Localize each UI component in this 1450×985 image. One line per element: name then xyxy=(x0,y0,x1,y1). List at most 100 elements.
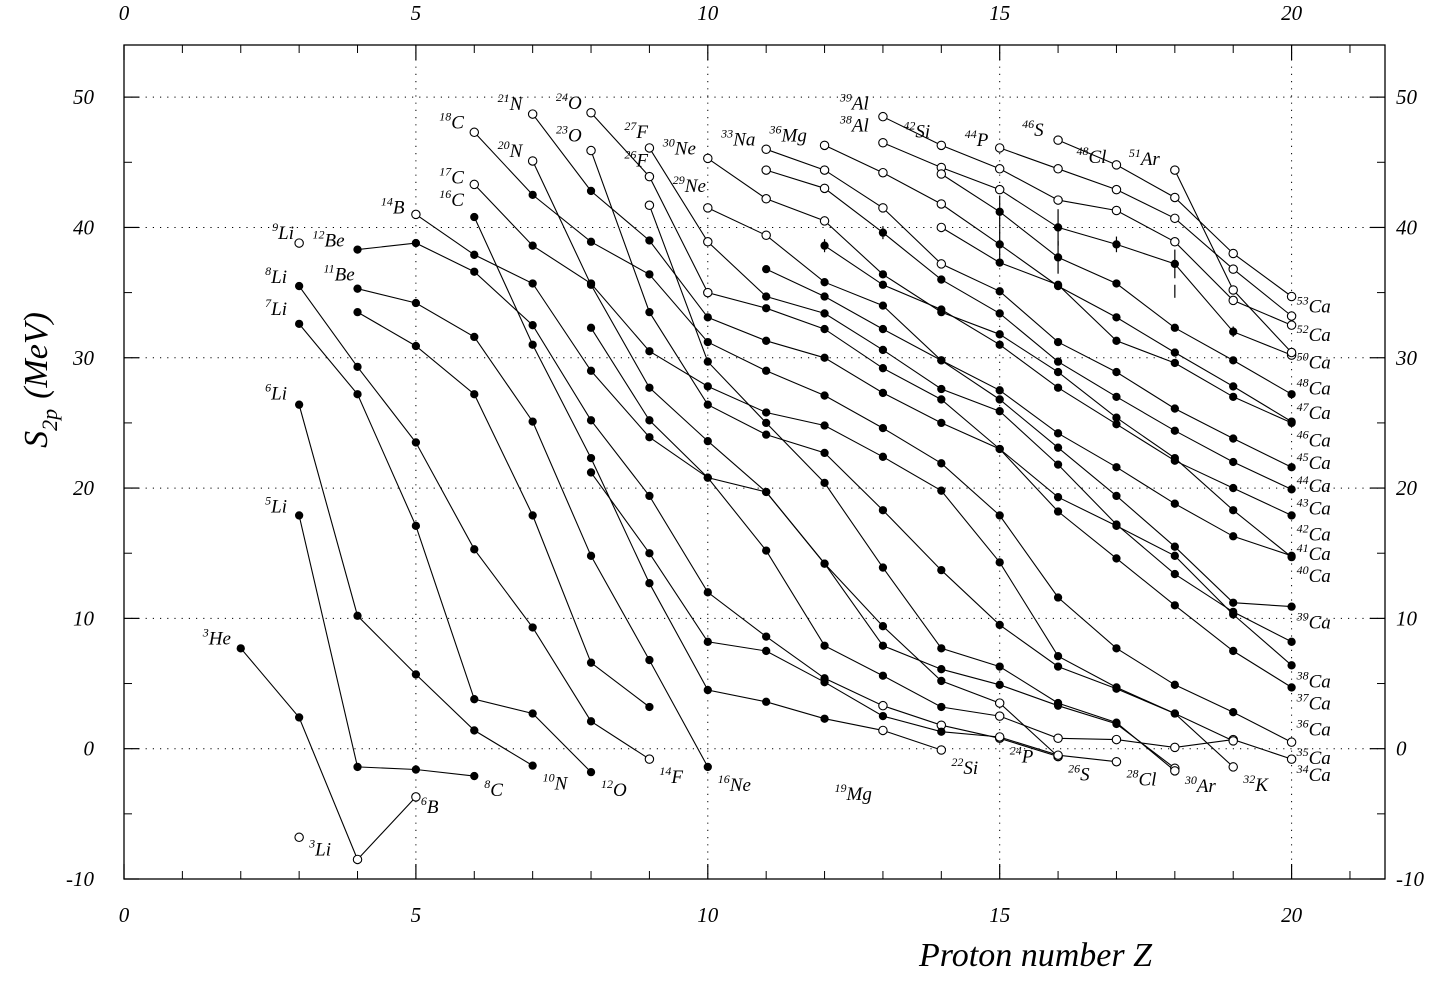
data-point-filled xyxy=(1287,511,1296,520)
data-point-filled xyxy=(1053,337,1063,347)
data-point-filled xyxy=(411,670,421,679)
isotope-mass-number: 27 xyxy=(624,119,637,133)
data-point-filled xyxy=(1170,456,1179,465)
series-line-20 xyxy=(648,147,1292,643)
isotope-label: 5Li xyxy=(265,493,287,517)
data-point-filled xyxy=(878,345,888,355)
data-point-filled xyxy=(820,278,829,287)
data-point-filled xyxy=(995,258,1004,267)
isotope-mass-number: 34 xyxy=(1296,762,1309,776)
series-line-10 xyxy=(415,213,1292,760)
data-point-filled xyxy=(1287,485,1296,494)
y-tick-label-right: 50 xyxy=(1396,85,1418,109)
data-point-open xyxy=(936,140,947,151)
data-point-filled xyxy=(586,186,596,196)
data-point-filled xyxy=(1170,709,1179,718)
isotope-symbol: C xyxy=(451,112,464,133)
data-point-filled xyxy=(1053,357,1063,366)
isotope-label: 19Mg xyxy=(835,781,872,805)
data-point-filled xyxy=(703,337,712,347)
data-point-filled xyxy=(1287,463,1296,472)
isotope-symbol: K xyxy=(1254,775,1269,796)
data-point-open xyxy=(994,711,1005,721)
data-point-open xyxy=(1053,733,1063,744)
data-point-filled xyxy=(820,324,829,334)
data-point-filled xyxy=(762,632,771,641)
isotope-mass-number: 30 xyxy=(1184,773,1197,787)
series-line-29 xyxy=(882,116,1292,326)
isotope-mass-number: 50 xyxy=(1297,350,1309,364)
isotope-label: 42Ca xyxy=(1297,521,1331,545)
data-point-open xyxy=(878,137,888,148)
data-point-filled xyxy=(528,340,537,349)
isotope-symbol: Ca xyxy=(1309,476,1331,497)
data-point-filled xyxy=(645,383,654,392)
data-point-filled xyxy=(645,579,654,588)
data-point-filled xyxy=(1112,718,1121,727)
isotope-symbol: Ca xyxy=(1309,403,1331,424)
isotope-mass-number: 40 xyxy=(1297,563,1309,577)
data-point-open xyxy=(527,109,538,119)
y-tick-label-left: 40 xyxy=(73,215,95,239)
x-tick-label-bottom: 15 xyxy=(989,903,1010,927)
data-point-filled xyxy=(1112,644,1121,653)
data-point-filled xyxy=(820,714,829,723)
data-point-filled xyxy=(411,341,421,351)
data-point-filled xyxy=(995,558,1004,567)
isotope-label: 30Ar xyxy=(1184,773,1217,797)
series-line-35 xyxy=(1174,169,1293,353)
isotope-label: 24P xyxy=(1010,743,1034,767)
data-point-filled xyxy=(995,444,1004,454)
data-point-filled xyxy=(645,702,654,712)
isotope-symbol: O xyxy=(568,93,582,114)
data-point-filled xyxy=(353,284,362,293)
series-line-8 xyxy=(357,288,709,768)
series-line-24 xyxy=(766,148,1292,468)
data-point-filled xyxy=(703,382,712,391)
data-point-filled xyxy=(1170,323,1179,332)
isotope-label: 41Ca xyxy=(1297,541,1331,565)
data-point-filled xyxy=(937,418,946,428)
isotope-symbol: Al xyxy=(850,116,869,137)
data-point-filled xyxy=(353,611,362,620)
data-point-filled xyxy=(528,190,537,200)
data-point-filled xyxy=(411,238,421,248)
isotope-label: 21N xyxy=(498,91,524,115)
data-point-filled xyxy=(937,356,946,365)
data-point-filled xyxy=(820,421,829,430)
data-point-filled xyxy=(937,644,946,653)
isotope-symbol: Ca xyxy=(1309,613,1331,634)
isotope-mass-number: 24 xyxy=(1010,743,1022,757)
y-axis-title: S2p (MeV) xyxy=(18,312,62,448)
data-point-filled xyxy=(762,336,771,345)
data-point-filled xyxy=(1053,429,1063,438)
isotope-label: 51Ar xyxy=(1129,146,1161,170)
data-point-filled xyxy=(820,478,829,487)
data-point-open xyxy=(1228,264,1238,274)
isotope-symbol: Mg xyxy=(846,784,872,805)
data-point-filled xyxy=(470,250,479,259)
series-line-21 xyxy=(648,205,1176,772)
data-point-filled xyxy=(528,417,537,426)
data-point-filled xyxy=(528,279,537,288)
isotope-mass-number: 47 xyxy=(1297,400,1310,414)
data-point-open xyxy=(1286,347,1297,358)
data-point-filled xyxy=(703,436,712,446)
data-point-filled xyxy=(294,281,304,291)
data-point-filled xyxy=(1229,392,1238,401)
data-point-filled xyxy=(703,357,712,366)
isotope-mass-number: 48 xyxy=(1076,144,1088,158)
isotope-mass-number: 5 xyxy=(265,493,271,507)
isotope-label: 50Ca xyxy=(1297,350,1331,374)
data-point-open xyxy=(1170,237,1180,247)
data-point-open xyxy=(703,237,713,247)
isotope-symbol: Li xyxy=(314,839,331,860)
isotope-label: 40Ca xyxy=(1297,563,1331,587)
data-point-filled xyxy=(820,559,829,568)
isotope-mass-number: 48 xyxy=(1297,375,1309,389)
data-point-filled xyxy=(1287,637,1296,646)
data-point-filled xyxy=(703,588,712,597)
data-point-filled xyxy=(1053,652,1063,661)
x-tick-label-top: 20 xyxy=(1281,1,1303,25)
data-point-filled xyxy=(645,307,654,317)
